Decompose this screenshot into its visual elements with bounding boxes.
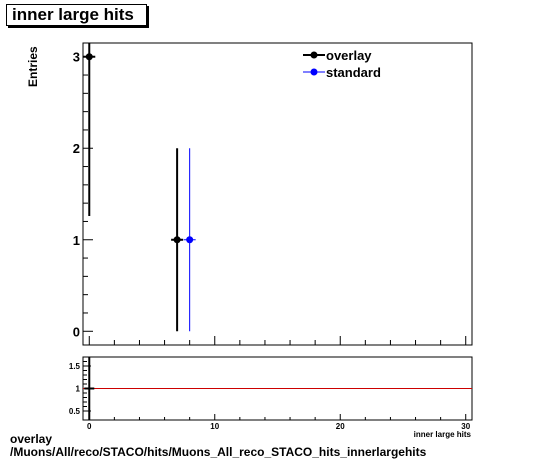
data-point-overlay: [85, 53, 93, 61]
ratio-x-tick-label: 10: [210, 422, 219, 431]
footer-line1: overlay: [10, 432, 53, 446]
ratio-x-tick-label: 30: [461, 422, 470, 431]
legend: overlay standard: [303, 48, 381, 80]
ratio-x-tick-label: 20: [336, 422, 345, 431]
y-tick-label: 1: [73, 233, 80, 248]
ratio-y-tick-label: 0.5: [69, 407, 81, 416]
main-x-axis: [88, 336, 467, 345]
footer-line2: /Muons/All/reco/STACO/hits/Muons_All_rec…: [10, 445, 427, 459]
main-plot-frame: [82, 42, 473, 346]
ratio-y-tick-label: 1.5: [69, 362, 81, 371]
y-tick-label: 0: [73, 324, 80, 339]
legend-standard-marker: [310, 68, 318, 76]
legend-standard-label: standard: [326, 65, 381, 80]
ratio-data-marks: [83, 357, 472, 420]
main-data-marks: [83, 43, 196, 332]
legend-overlay-marker: [310, 51, 318, 59]
y-axis-title: Entries: [26, 46, 40, 87]
ratio-x-axis-title: inner large hits: [414, 430, 472, 439]
data-point-overlay: [173, 236, 181, 244]
y-tick-label: 3: [73, 50, 80, 65]
ratio-x-tick-label: 0: [87, 422, 92, 431]
y-tick-label: 2: [73, 141, 80, 156]
ratio-x-axis: 0 10 20 30: [87, 414, 471, 431]
chart-title: inner large hits: [6, 4, 147, 26]
ratio-y-tick-label: 1: [76, 385, 81, 394]
main-y-axis: 0 1 2 3: [73, 50, 93, 339]
data-point-standard: [186, 236, 194, 244]
legend-overlay-label: overlay: [326, 48, 372, 63]
